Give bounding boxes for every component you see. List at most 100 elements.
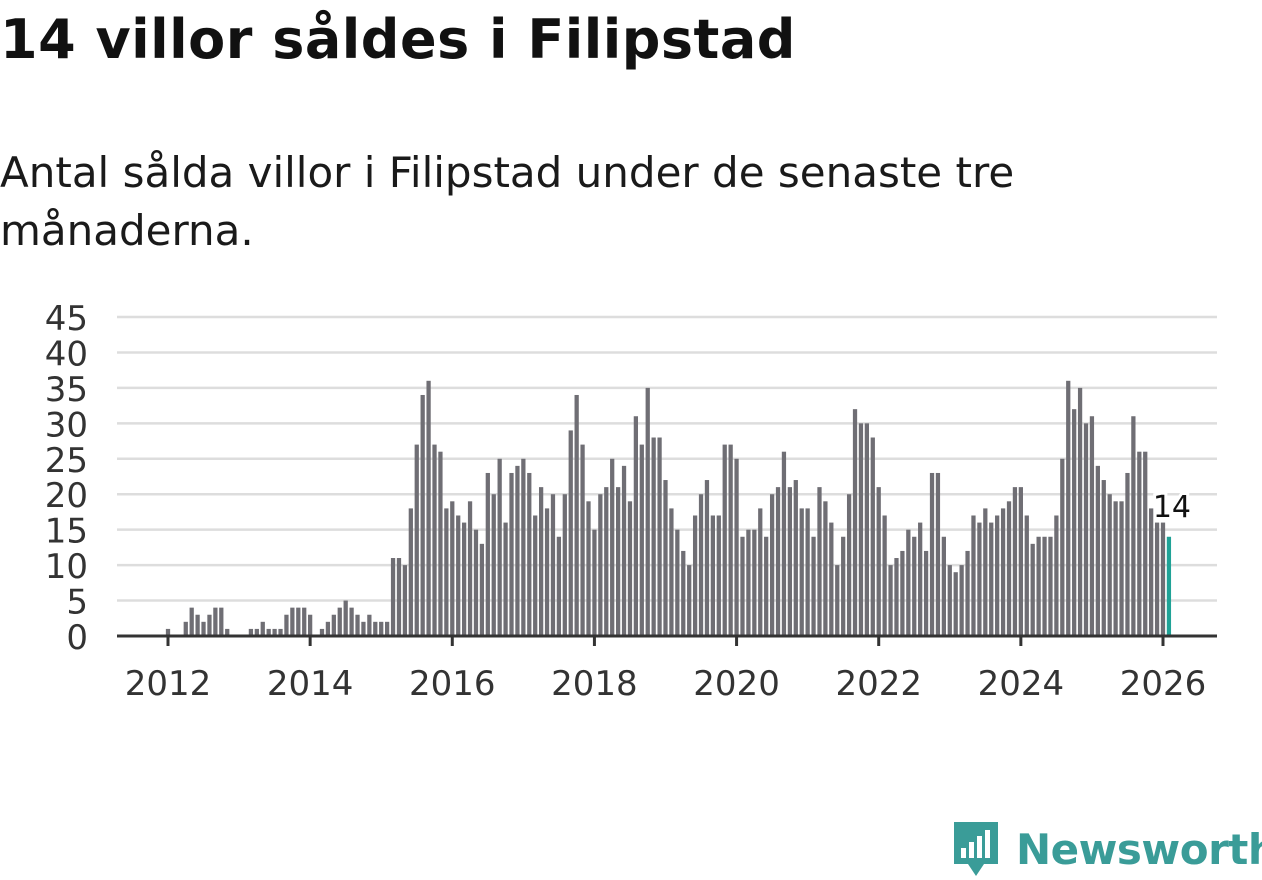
bar: [912, 536, 917, 636]
bar: [722, 444, 727, 636]
bar: [260, 621, 265, 636]
bar: [456, 515, 461, 636]
y-tick-label: 20: [45, 476, 88, 516]
y-tick-label: 0: [66, 618, 88, 658]
y-tick-label: 30: [45, 405, 88, 445]
bar: [900, 550, 905, 636]
bar: [1149, 508, 1154, 636]
bar: [485, 472, 490, 636]
bar: [189, 607, 194, 636]
bar: [1000, 508, 1006, 636]
bar: [995, 515, 1000, 636]
bar: [894, 558, 899, 636]
bar: [817, 487, 822, 636]
x-tick-label: 2018: [551, 664, 638, 704]
bar: [876, 487, 881, 636]
newsworthy-logo: Newsworthy: [950, 818, 1262, 880]
bar: [906, 529, 911, 636]
x-tick-label: 2024: [978, 664, 1065, 704]
bar: [586, 501, 591, 636]
bar: [663, 480, 668, 636]
bar: [266, 628, 271, 636]
bar: [1024, 515, 1029, 636]
y-tick-label: 5: [66, 583, 88, 623]
bar: [343, 600, 348, 636]
bar: [977, 522, 982, 636]
bar: [1154, 522, 1160, 636]
bar: [692, 515, 698, 636]
brand-name: Newsworthy: [1016, 824, 1262, 874]
bar: [272, 628, 277, 636]
bar: [1012, 487, 1018, 636]
bar: [870, 437, 875, 636]
x-tick-label: 2020: [693, 664, 780, 704]
bar: [799, 508, 804, 636]
bar: [308, 614, 313, 636]
bar: [965, 550, 970, 636]
y-tick-label: 35: [45, 370, 88, 410]
x-tick-label: 2016: [409, 664, 496, 704]
bar: [639, 444, 644, 636]
bar: [764, 536, 769, 636]
bar: [704, 480, 710, 636]
bar: [1101, 480, 1106, 636]
y-tick-label: 45: [45, 299, 88, 339]
bar: [503, 522, 508, 636]
bar: [740, 536, 745, 636]
bar: [1072, 409, 1077, 636]
bar: [225, 628, 230, 636]
bar: [775, 487, 781, 636]
bar: [479, 543, 485, 636]
bar: [592, 529, 597, 636]
bar: [420, 394, 425, 636]
bar: [1089, 416, 1095, 636]
bar: [349, 607, 354, 636]
bar: [888, 565, 893, 636]
bar: [627, 501, 633, 636]
x-tick-label: 2014: [267, 664, 354, 704]
x-axis-ticks: 2012 2014 2016 2018 2020 2022 2024 2026: [125, 636, 1206, 704]
bar: [615, 487, 621, 636]
bar: [823, 501, 828, 636]
bar: [1125, 472, 1130, 636]
bar: [681, 550, 686, 636]
bar: [657, 437, 662, 636]
bar: [556, 536, 562, 636]
bar: [325, 621, 331, 636]
bar: [550, 494, 556, 636]
bar: [989, 522, 994, 636]
y-tick-label: 15: [45, 512, 88, 552]
bar: [278, 628, 283, 636]
bar: [787, 487, 792, 636]
bar: [248, 628, 254, 636]
bar: [959, 565, 964, 636]
bar: [207, 614, 212, 636]
bar: [1113, 501, 1118, 636]
bar: [852, 409, 858, 636]
bar: [319, 628, 325, 636]
bar: [213, 607, 218, 636]
bar: [379, 621, 384, 636]
bar: [864, 423, 869, 636]
bar: [408, 508, 413, 636]
bar: [527, 472, 532, 636]
bar: [1083, 423, 1089, 636]
bar: [929, 472, 935, 636]
bar: [983, 508, 988, 636]
bar: [385, 621, 390, 636]
bar: [165, 628, 171, 636]
bar: [1030, 543, 1035, 636]
bar: [645, 387, 650, 636]
bar: [337, 607, 342, 636]
bar: [1048, 536, 1053, 636]
bar: [882, 515, 887, 636]
bar: [302, 607, 307, 636]
bar: [1077, 387, 1083, 636]
bar: [201, 621, 206, 636]
x-tick-label: 2022: [835, 664, 922, 704]
bar: [438, 451, 443, 636]
y-tick-label: 40: [45, 334, 88, 374]
bar: [758, 508, 763, 636]
bar: [533, 515, 538, 636]
